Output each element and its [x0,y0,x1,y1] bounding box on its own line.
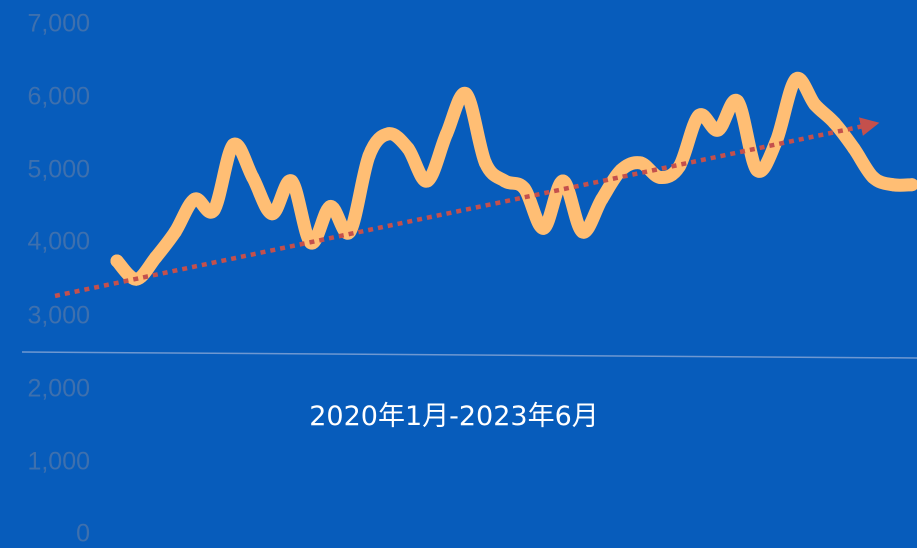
data-point-2021-02 [362,149,376,163]
series-line-monthly-values [110,71,917,286]
period-caption: 2020年1月-2023年6月 [309,401,599,432]
data-point-2023-04 [866,170,880,184]
data-point-2021-04 [401,141,415,155]
data-point-2020-06 [207,203,221,217]
data-point-2021-08 [478,156,492,170]
data-point-2021-05 [420,174,434,188]
y-tick-label: 7,000 [27,10,90,38]
data-point-2022-02 [595,192,609,206]
data-point-2020-09 [265,207,279,221]
data-point-2022-08 [711,123,725,137]
data-point-2021-06 [440,127,454,141]
data-point-2020-01 [110,254,124,268]
data-point-2022-09 [731,94,744,108]
data-point-2023-03 [847,141,861,155]
data-point-2021-09 [498,174,512,188]
data-point-2023-06 [905,178,917,192]
data-point-2020-05 [188,192,202,206]
data-point-2022-05 [653,170,667,184]
data-point-2022-07 [692,109,706,123]
data-point-2021-12 [556,174,570,188]
data-point-2020-12 [323,200,337,213]
y-tick-label: 6,000 [27,83,90,111]
y-tick-label: 3,000 [27,302,90,330]
data-point-2020-10 [285,174,298,188]
y-tick-label: 4,000 [27,228,90,256]
data-point-2022-10 [750,163,764,177]
y-tick-label: 2,000 [27,375,90,403]
data-point-2023-05 [886,178,900,192]
data-point-2022-04 [634,156,647,170]
horizontal-axis-line [21,351,917,359]
y-tick-label: 0 [76,520,90,548]
data-point-2022-03 [614,163,628,177]
data-point-2022-12 [789,72,803,86]
y-tick-label: 5,000 [27,156,90,184]
data-point-2020-08 [246,170,260,184]
data-point-2022-01 [575,225,589,239]
data-point-2021-03 [382,127,395,141]
data-point-2020-04 [168,225,182,239]
y-tick-label: 1,000 [27,448,90,476]
data-point-2021-07 [459,87,473,101]
data-point-2020-07 [226,138,240,152]
y-axis-tick-labels: 0 1,000 2,000 3,000 4,000 5,000 6,000 7,000 [27,10,90,548]
data-point-2023-01 [808,98,822,112]
data-point-2020-03 [149,250,163,264]
data-point-2021-11 [537,221,551,235]
data-point-2021-10 [517,181,531,195]
series-points [110,72,917,286]
data-point-2023-02 [827,116,841,130]
